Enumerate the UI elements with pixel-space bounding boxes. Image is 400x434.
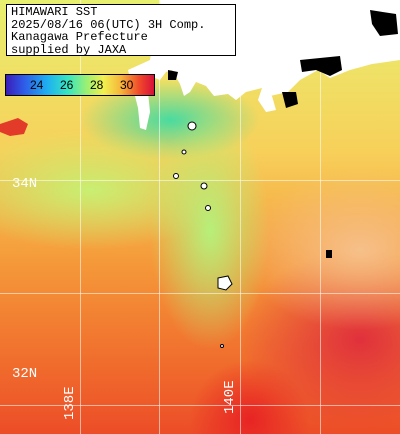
colorbar-tick-30: 30 [120, 78, 134, 92]
lon-label-140e: 140E [222, 380, 238, 414]
longitude-line-141e [320, 0, 321, 434]
cloud-patch-5 [326, 250, 332, 258]
date-text: 2025/08/16 06(UTC) 3H Comp. [11, 17, 206, 32]
lat-label-34n: 34N [12, 176, 38, 192]
red-coast-patch [0, 118, 28, 136]
source-text: supplied by JAXA [11, 42, 127, 57]
kozushima-island [200, 182, 208, 190]
cloud-patch-3 [282, 92, 298, 108]
oshima-island [187, 121, 197, 131]
hachijojima-island [217, 275, 233, 291]
colorbar-tick-28: 28 [90, 78, 104, 92]
region-text: Kanagawa Prefecture [11, 30, 148, 44]
lon-label-138e: 138E [62, 386, 78, 420]
latitude-line-33n [0, 293, 400, 294]
lat-label-32n: 32N [12, 366, 38, 382]
info-box: HIMAWARI SST 2025/08/16 06(UTC) 3H Comp.… [6, 4, 236, 56]
latitude-line-32n [0, 405, 400, 406]
cloud-patch-4 [168, 70, 178, 80]
niijima-island [173, 173, 179, 179]
aogashima-island [220, 344, 224, 348]
longitude-line-138e [80, 0, 81, 434]
cloud-patch-2 [370, 10, 398, 36]
longitude-line-139e [159, 0, 160, 434]
longitude-line-140e [240, 0, 241, 434]
title-text: HIMAWARI SST [11, 5, 98, 19]
colorbar-tick-26: 26 [60, 78, 74, 92]
temperature-colorbar: 24 26 28 30 [5, 74, 155, 96]
toshima-island [181, 149, 187, 155]
latitude-line-34n [0, 180, 400, 181]
boso-peninsula [258, 88, 276, 112]
miyakejima-island [205, 205, 211, 211]
colorbar-tick-24: 24 [30, 78, 44, 92]
cloud-patch-1 [300, 56, 342, 76]
